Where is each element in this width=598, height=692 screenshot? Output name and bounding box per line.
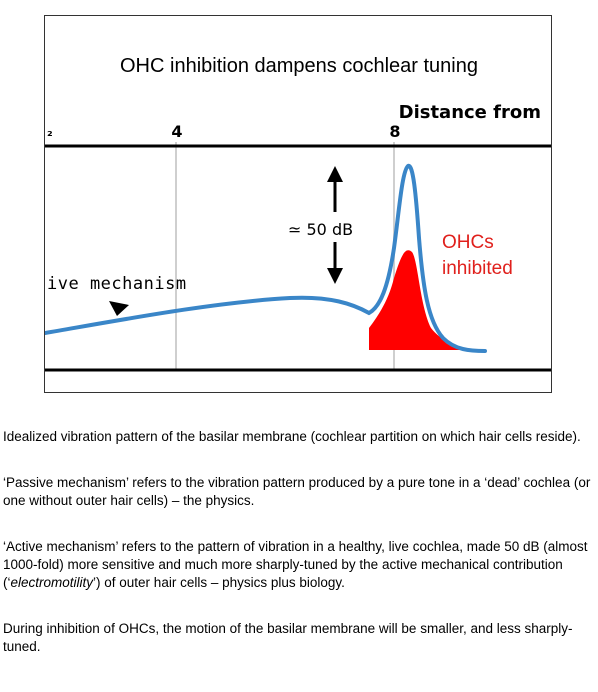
caption-p3-start: ‘Active mechanism’ refers to the pattern… [3,539,588,590]
tuning-diagram: OHC inhibition dampens cochlear tuning D… [45,55,551,372]
caption: Idealized vibration pattern of the basil… [3,428,595,684]
ohc-label-line2: inhibited [442,258,513,279]
caption-paragraph-2: ‘Passive mechanism’ refers to the vibrat… [3,475,591,508]
cut-tick-label: ₂ [47,125,53,140]
db-arrow-up-head [327,166,343,182]
axis-title: Distance from [399,102,541,123]
caption-paragraph-4: During inhibition of OHCs, the motion of… [3,621,573,654]
inhibited-response-fill [369,250,475,350]
tick-label-8: 8 [389,122,400,141]
caption-p3-emphasis: electromotility [10,575,94,590]
tuning-figure: OHC inhibition dampens cochlear tuning D… [44,15,552,393]
db-arrow-down-head [327,268,343,284]
db-label: ≃ 50 dB [288,220,353,239]
ohc-label-line1: OHCs [442,232,494,253]
mechanism-pointer-arrow [109,301,129,316]
tick-label-4: 4 [171,122,182,141]
mechanism-label: ive mechanism [47,274,187,294]
figure-title: OHC inhibition dampens cochlear tuning [120,55,478,77]
caption-paragraph-3: ‘Active mechanism’ refers to the pattern… [3,538,595,592]
caption-p3-end: ’) of outer hair cells – physics plus bi… [93,575,345,590]
active-response-curve [45,163,487,353]
caption-paragraph-1: Idealized vibration pattern of the basil… [3,429,581,444]
